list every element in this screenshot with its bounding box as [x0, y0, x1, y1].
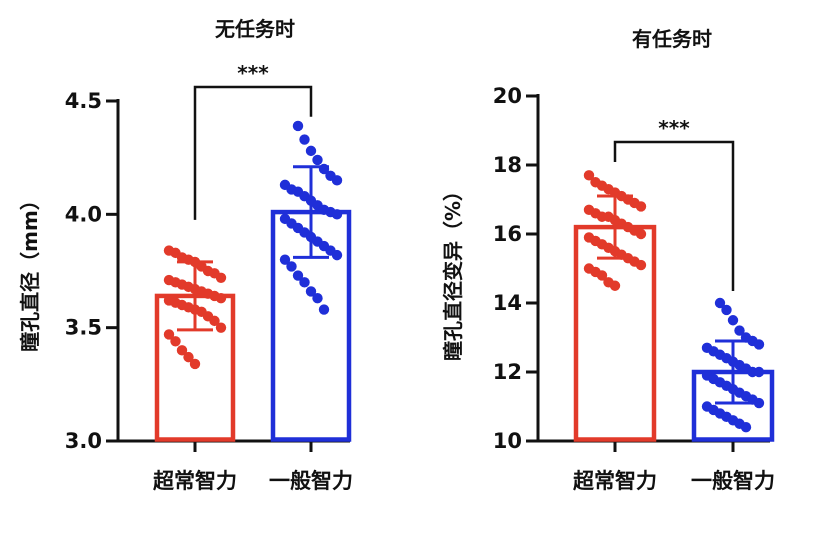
y-tick-label: 4.5: [65, 89, 102, 113]
data-point: [170, 336, 181, 347]
x-category-label: 一般智力: [269, 469, 353, 493]
data-point: [331, 209, 343, 220]
x-category-label: 一般智力: [691, 469, 775, 493]
data-point: [740, 422, 752, 433]
y-axis-label: 瞳孔直径（mm）: [18, 190, 42, 352]
y-tick-label: 20: [493, 84, 522, 108]
data-point: [215, 293, 227, 304]
y-tick-label: 3.5: [65, 316, 102, 340]
data-point: [183, 351, 194, 363]
y-tick-label: 12: [493, 360, 522, 384]
data-point: [714, 297, 726, 309]
y-tick-label: 16: [493, 222, 522, 246]
data-point: [176, 345, 188, 356]
y-tick-label: 4.0: [65, 202, 102, 226]
significance-bracket: [193, 85, 313, 220]
data-point: [305, 145, 317, 157]
y-tick-label: 10: [493, 429, 522, 453]
data-point: [189, 358, 201, 370]
data-point: [318, 304, 330, 315]
y-tick-label: 3.0: [65, 429, 102, 453]
data-point: [215, 322, 227, 333]
x-category-label: 超常智力: [153, 469, 237, 493]
data-point: [721, 304, 732, 316]
data-point: [292, 120, 304, 132]
data-point: [163, 329, 175, 340]
y-tick-label: 14: [493, 291, 522, 315]
data-point: [753, 366, 765, 378]
data-point: [331, 175, 343, 186]
data-point: [312, 154, 323, 166]
y-axis-label: 瞳孔直径变异（%）: [441, 181, 465, 361]
data-point: [596, 270, 608, 281]
y-tick-label: 18: [493, 153, 522, 177]
data-point: [215, 272, 227, 283]
significance-bracket: [613, 140, 735, 291]
data-point: [635, 228, 647, 240]
data-point: [299, 134, 310, 145]
chart-title: 无任务时: [215, 17, 295, 41]
significance-marker: ***: [658, 116, 690, 140]
data-point: [753, 397, 765, 409]
data-point: [305, 286, 317, 297]
data-point: [609, 280, 621, 291]
data-point: [583, 170, 595, 181]
chart-title: 有任务时: [632, 27, 712, 51]
data-point: [279, 254, 291, 265]
data-point: [734, 325, 745, 336]
data-point: [727, 315, 739, 326]
data-point: [299, 277, 310, 288]
data-point: [635, 259, 647, 271]
data-point: [312, 293, 323, 304]
data-point: [209, 315, 220, 327]
data-point: [286, 261, 297, 272]
data-point: [753, 339, 765, 350]
data-point: [331, 249, 343, 261]
data-point: [635, 201, 647, 212]
data-point: [292, 270, 304, 281]
significance-marker: ***: [237, 61, 269, 85]
x-category-label: 超常智力: [573, 469, 657, 493]
